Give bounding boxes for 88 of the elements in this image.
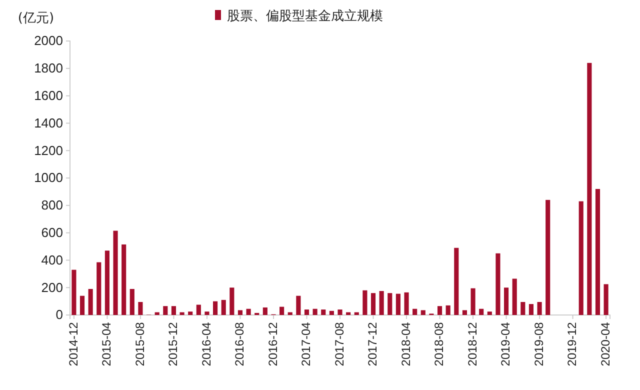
x-tick-label: 2019-12: [565, 322, 580, 366]
y-tick-label: 800: [41, 198, 63, 213]
bar: [230, 288, 234, 315]
y-tick-label: 1800: [34, 60, 63, 76]
bar: [496, 253, 500, 315]
x-tick-label: 2016-04: [199, 322, 214, 366]
bar: [578, 201, 584, 315]
bar: [595, 188, 600, 315]
bar: [246, 308, 251, 315]
bar: [163, 306, 168, 315]
bar: [154, 312, 160, 315]
x-tick-label: 2018-04: [398, 322, 413, 366]
bar: [312, 308, 318, 315]
bar: [171, 306, 176, 315]
y-axis-title: (亿元): [18, 11, 54, 26]
x-tick-label: 2017-08: [332, 322, 346, 366]
bar: [528, 304, 534, 315]
bar: [504, 288, 509, 315]
bar: [338, 310, 342, 315]
x-tick-label: 2019-04: [498, 322, 513, 366]
bar: [346, 312, 351, 315]
x-tick-label: 2017-12: [366, 322, 380, 366]
x-tick-label: 2014-12: [66, 322, 80, 366]
bar: [412, 308, 418, 315]
bar: [130, 288, 134, 315]
y-tick-label: 1000: [34, 170, 63, 186]
bar: [321, 310, 326, 315]
bar: [396, 294, 400, 315]
bar: [370, 293, 376, 315]
bar: [204, 312, 210, 315]
bar: [354, 312, 359, 315]
bar: [80, 296, 85, 315]
legend-label: 股票、偏股型基金成立规模: [227, 8, 383, 24]
bar: [88, 288, 93, 315]
x-tick-label: 2019-08: [532, 322, 546, 366]
bar: [587, 62, 592, 315]
bar: [262, 307, 268, 315]
bar: [221, 300, 226, 315]
bar: [96, 262, 102, 315]
x-tick-label: 2016-12: [266, 322, 280, 366]
bar: [454, 248, 459, 315]
x-tick-label: 2015-08: [132, 322, 147, 366]
bar: [446, 305, 450, 315]
bar: [280, 306, 284, 315]
y-tick-label: 1400: [34, 115, 63, 130]
x-tick-label: 2018-08: [432, 322, 446, 366]
bar: [113, 230, 118, 315]
bar: [72, 270, 76, 315]
bar: [296, 296, 301, 315]
bar: [196, 304, 201, 315]
y-tick-label: 600: [41, 224, 63, 240]
y-tick-label: 1200: [34, 142, 63, 158]
bar: [180, 312, 184, 315]
bar: [520, 302, 526, 315]
bar: [404, 292, 409, 315]
bar: [470, 288, 476, 315]
y-tick-label: 400: [41, 252, 63, 268]
bar: [462, 310, 467, 315]
bar: [437, 306, 442, 315]
bar: [122, 244, 126, 315]
y-tick-label: 2000: [34, 33, 63, 48]
bar: [329, 310, 334, 315]
x-tick-label: 2015-12: [166, 322, 180, 366]
bar: [138, 302, 143, 315]
y-tick-label: 0: [56, 307, 63, 322]
bar: [104, 250, 110, 315]
bar: [362, 290, 368, 315]
bar: [213, 301, 218, 315]
bar: [537, 302, 542, 315]
bar: [379, 291, 384, 315]
x-tick-label: 2015-04: [100, 322, 114, 366]
x-tick-label: 2017-04: [299, 322, 314, 366]
bar: [188, 312, 193, 315]
bar: [304, 310, 310, 315]
bar: [487, 312, 492, 315]
bar: [546, 200, 550, 315]
bar: [238, 310, 243, 315]
x-tick-label: 2018-12: [465, 322, 480, 366]
y-tick-label: 200: [41, 280, 63, 295]
bar: [604, 284, 608, 315]
bar: [479, 308, 484, 315]
bar: [420, 310, 426, 315]
bar: [288, 312, 292, 315]
x-tick-label: 2020-04: [598, 322, 612, 366]
bar: [512, 278, 517, 315]
bar: [388, 293, 392, 315]
y-tick-label: 1600: [34, 88, 63, 103]
x-tick-label: 2016-08: [232, 322, 247, 366]
